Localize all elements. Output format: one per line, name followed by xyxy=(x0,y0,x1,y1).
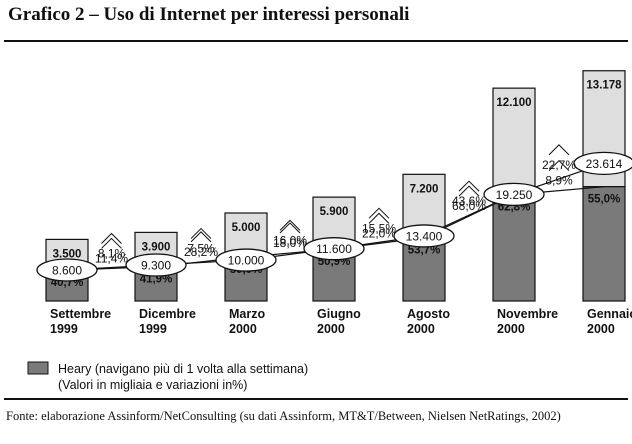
total-ellipse xyxy=(303,237,365,261)
total-ellipse xyxy=(483,182,545,207)
growth-caret xyxy=(279,219,301,231)
bottom-rule xyxy=(4,398,628,400)
total-ellipse xyxy=(393,224,455,248)
source-note: Fonte: elaborazione Assinform/NetConsult… xyxy=(6,409,561,423)
total-label: 13.400 xyxy=(406,229,443,243)
category-label: Dicembre xyxy=(139,307,196,321)
category-year: 2000 xyxy=(587,322,615,336)
totals-growth-label: 8,1% xyxy=(98,247,126,261)
growth-caret xyxy=(368,212,390,224)
bar-heary-label: 41,9% xyxy=(140,274,173,286)
top-rule xyxy=(4,40,628,42)
growth-caret xyxy=(458,185,480,197)
bar-heary xyxy=(492,194,536,302)
bar-light-label: 3.500 xyxy=(53,248,82,260)
bar-light-label: 12.100 xyxy=(496,97,531,109)
growth-caret xyxy=(548,144,570,156)
bar-light-label: 7.200 xyxy=(410,183,439,195)
category-year: 2000 xyxy=(317,322,345,336)
chart-title: Grafico 2 – Uso di Internet per interess… xyxy=(8,4,410,25)
category-year: 1999 xyxy=(50,322,78,336)
growth-caret xyxy=(458,180,480,192)
bar-light-label: 13.178 xyxy=(586,80,622,92)
growth-caret xyxy=(190,227,212,239)
category-label: Novembre xyxy=(497,307,558,321)
category-label: Marzo xyxy=(229,307,265,321)
category-label: Agosto xyxy=(407,307,450,321)
heary-growth-label: 8,9% xyxy=(545,174,573,188)
bar-light-label: 3.900 xyxy=(142,241,171,253)
growth-caret xyxy=(368,207,390,219)
total-ellipse xyxy=(573,151,632,176)
category-year: 2000 xyxy=(229,322,257,336)
legend-label: Heary (navigano più di 1 volta alla sett… xyxy=(58,362,308,376)
total-label: 19.250 xyxy=(496,188,533,202)
total-ellipse xyxy=(36,258,98,282)
bar-heary-label: 53,7% xyxy=(408,245,441,257)
category-year: 1999 xyxy=(139,322,167,336)
heary-growth-label: 68,0% xyxy=(452,199,486,213)
category-label: Settembre xyxy=(50,307,111,321)
bar-light-label: 5.000 xyxy=(232,222,261,234)
growth-caret xyxy=(279,222,301,234)
total-label: 11.600 xyxy=(316,242,352,256)
legend-swatch xyxy=(27,361,49,375)
total-label: 8.600 xyxy=(52,264,82,278)
total-label: 9.300 xyxy=(141,259,171,273)
growth-caret xyxy=(190,231,212,243)
growth-caret xyxy=(101,237,122,249)
bar-heary xyxy=(402,237,446,302)
total-label: 10.000 xyxy=(228,254,265,268)
chart: 3.50040,7%Settembre19993.90041,9%Dicembr… xyxy=(27,70,632,392)
category-label: Gennaio xyxy=(587,307,632,321)
total-ellipse xyxy=(125,253,187,277)
heary-growth-label: 22,0% xyxy=(362,226,396,240)
category-label: Giugno xyxy=(317,307,361,321)
totals-growth-label: 7,5% xyxy=(187,242,215,256)
totals-growth-label: 16,0% xyxy=(273,233,307,247)
bar-heary-label: 55,0% xyxy=(588,194,621,206)
heary-growth-label: 18,0% xyxy=(273,236,307,250)
totals-growth-label: 15,5% xyxy=(362,221,396,235)
growth-caret xyxy=(101,232,122,244)
category-year: 2000 xyxy=(407,322,435,336)
heary-growth-label: 28,2% xyxy=(184,245,218,259)
totals-growth-label: 43,6% xyxy=(452,194,486,208)
growth-caret xyxy=(548,159,570,172)
totals-growth-label: 22,7% xyxy=(542,158,576,172)
heary-growth-label: 11,4% xyxy=(95,251,128,265)
bar-heary xyxy=(582,186,626,302)
total-ellipse xyxy=(215,248,277,272)
legend-note: (Valori in migliaia e variazioni in%) xyxy=(58,378,247,392)
total-label: 23.614 xyxy=(586,157,623,171)
category-year: 2000 xyxy=(497,322,525,336)
bar-light-label: 5.900 xyxy=(320,206,349,218)
